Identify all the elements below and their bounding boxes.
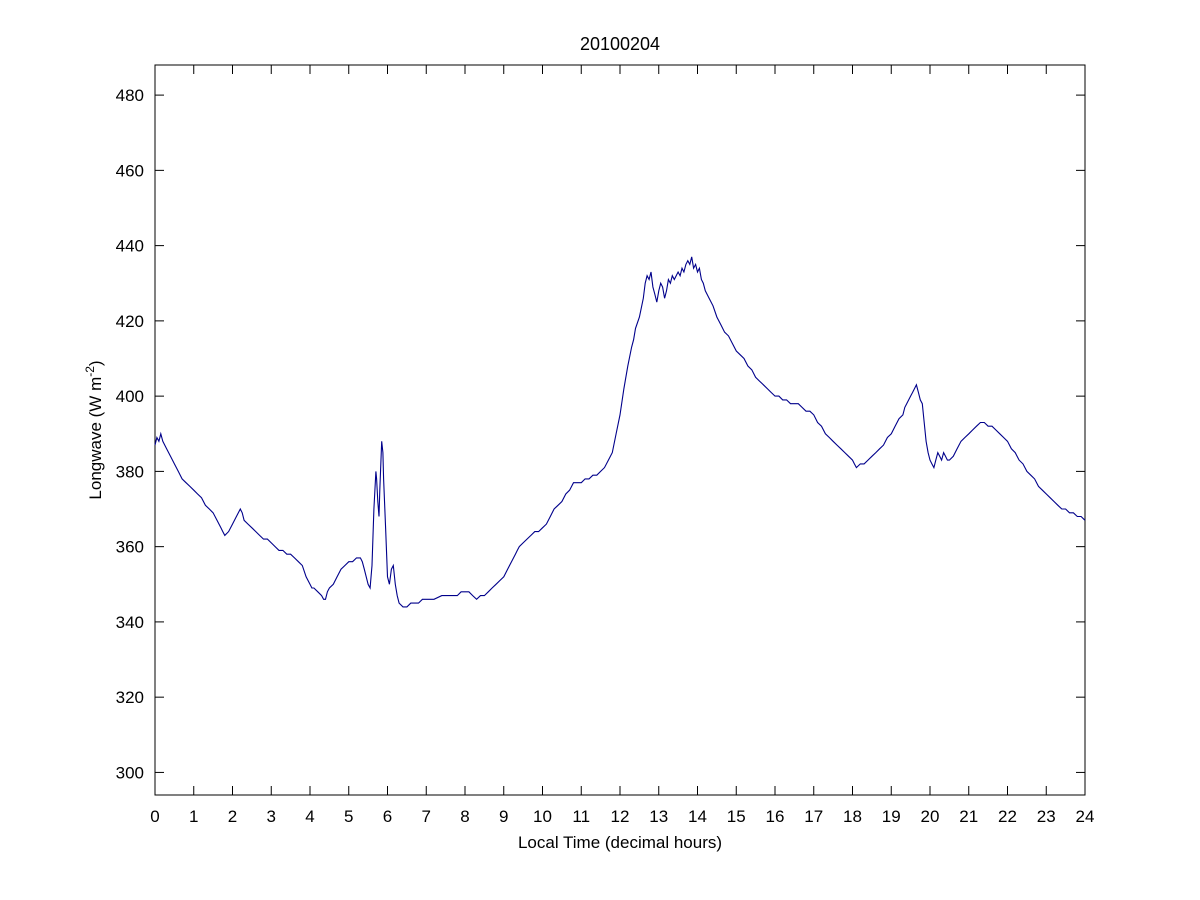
x-tick-label: 9 [499,807,508,826]
y-tick-label: 380 [116,462,144,481]
chart-title: 20100204 [580,34,660,54]
x-tick-label: 14 [688,807,707,826]
x-tick-label: 19 [882,807,901,826]
y-tick-label: 360 [116,538,144,557]
x-tick-label: 23 [1037,807,1056,826]
axes: 0 1 2 3 4 5 6 7 8 9 10 11 12 13 14 15 16 17 18 19 20 21 22 23 24… [116,64,1094,826]
x-tick-label: 2 [228,807,237,826]
x-tick-label: 1 [189,807,198,826]
x-axis-label: Local Time (decimal hours) [518,833,722,852]
y-ticks: 300 320 340 360 380 400 420 440 460 480 [116,86,1085,782]
y-axis-label-pre: Longwave (W m [86,377,105,500]
x-tick-label: 10 [533,807,552,826]
y-axis-label: Longwave (W m-2) [83,360,105,499]
plot-box [154,64,1086,796]
y-tick-label: 420 [116,312,144,331]
y-tick-label: 320 [116,688,144,707]
longwave-line [154,256,1086,608]
x-tick-label: 5 [344,807,353,826]
y-tick-label: 460 [116,161,144,180]
y-tick-label: 480 [116,86,144,105]
x-tick-label: 7 [422,807,431,826]
x-tick-label: 18 [843,807,862,826]
x-tick-label: 17 [804,807,823,826]
x-tick-label: 12 [611,807,630,826]
x-tick-label: 6 [383,807,392,826]
x-ticks: 0 1 2 3 4 5 6 7 8 9 10 11 12 13 14 15 16 17 18 19 20 21 22 23 24 [150,65,1094,826]
x-tick-label: 15 [727,807,746,826]
y-tick-label: 440 [116,237,144,256]
y-tick-label: 400 [116,387,144,406]
x-tick-label: 22 [998,807,1017,826]
y-axis-label-sup: -2 [83,366,97,377]
x-tick-label: 20 [921,807,940,826]
x-tick-label: 8 [460,807,469,826]
y-tick-label: 340 [116,613,144,632]
x-tick-label: 24 [1076,807,1095,826]
x-tick-label: 3 [267,807,276,826]
y-tick-label: 300 [116,763,144,782]
x-tick-label: 0 [150,807,159,826]
x-tick-label: 16 [766,807,785,826]
y-axis-label-post: ) [86,360,105,366]
x-tick-label: 21 [959,807,978,826]
x-tick-label: 13 [649,807,668,826]
x-tick-label: 11 [572,807,590,826]
x-tick-label: 4 [305,807,314,826]
